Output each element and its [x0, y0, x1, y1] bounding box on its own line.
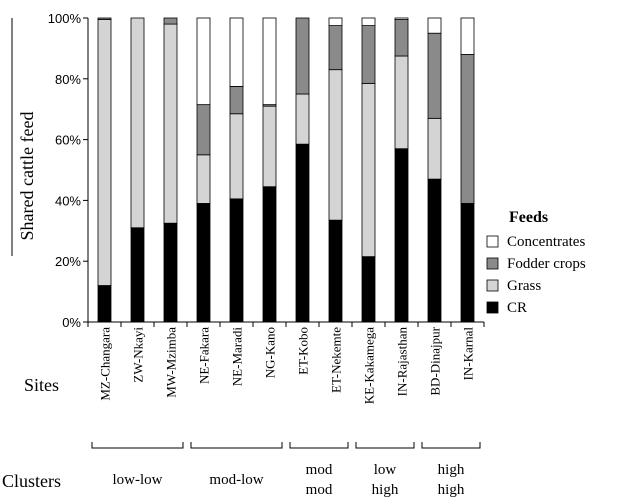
bar-segment-cr	[130, 227, 145, 323]
bar-segment-cr	[97, 285, 112, 323]
bar-segment-concentrates	[328, 17, 343, 26]
x-tick-label: KE-Kakamega	[362, 327, 377, 404]
bar-segment-cr	[262, 186, 277, 323]
legend-label: Fodder crops	[507, 256, 586, 272]
bar-segment-fodder-crops	[361, 25, 376, 84]
legend-label: Grass	[507, 278, 541, 294]
cluster-label: mod	[306, 462, 333, 478]
bar-segment-cr	[196, 203, 211, 323]
y-tick-label: 0%	[62, 315, 81, 330]
clusters-row-label: Clusters	[2, 471, 61, 491]
bar-segment-fodder-crops	[295, 17, 310, 95]
bar-segment-fodder-crops	[163, 17, 178, 25]
cluster-bracket	[421, 442, 481, 449]
bar-segment-grass	[97, 19, 112, 286]
cluster-bracket	[289, 442, 349, 449]
cluster-label: mod-low	[209, 472, 263, 488]
x-tick-label: BD-Dinajpur	[428, 326, 443, 395]
bar-segment-fodder-crops	[229, 86, 244, 115]
cluster-label: mod	[306, 482, 333, 498]
x-tick-label: NG-Kano	[263, 327, 278, 378]
x-tick-labels: MZ-Changara ZW-Nkayi MW-Mzimba NE-Fakara NE-…	[98, 326, 476, 404]
cluster-label: high	[372, 482, 399, 498]
bar-segment-grass	[262, 105, 277, 188]
bar-segment-grass	[328, 69, 343, 221]
cluster-bracket	[91, 442, 184, 449]
bar-segment-concentrates	[262, 17, 277, 106]
legend-swatch	[486, 279, 499, 292]
cluster-label: high	[438, 482, 465, 498]
bar-segment-grass	[196, 154, 211, 204]
y-tick-label: 20%	[55, 254, 81, 269]
x-tick-label: ET-Kobo	[296, 327, 311, 375]
x-tick-label: NE-Fakara	[197, 327, 212, 384]
bar-segment-concentrates	[361, 17, 376, 26]
bar-segment-fodder-crops	[97, 17, 112, 20]
bar-segment-cr	[229, 198, 244, 323]
bar-segment-grass	[295, 93, 310, 145]
bar-segment-fodder-crops	[328, 25, 343, 71]
legend-title: Feeds	[509, 209, 548, 226]
bar-segment-cr	[460, 203, 475, 323]
y-axis-label: Shared cattle feed	[17, 112, 37, 241]
y-ticks: 0% 20% 40% 60% 80% 100%	[48, 11, 485, 330]
bar-segment-cr	[328, 219, 343, 323]
bar-segment-cr	[163, 222, 178, 323]
legend-swatch	[486, 235, 499, 248]
y-tick-label: 60%	[55, 133, 81, 148]
legend-label: Concentrates	[507, 234, 585, 250]
y-tick-label: 40%	[55, 193, 81, 208]
legend-swatch	[486, 301, 499, 314]
bar-segment-grass	[394, 55, 409, 150]
y-tick-label: 100%	[48, 11, 82, 26]
bar-segment-cr	[295, 143, 310, 323]
cluster-label: high	[438, 462, 465, 478]
bar-segment-concentrates	[460, 17, 475, 55]
bar-segment-fodder-crops	[427, 32, 442, 119]
x-tick-label: MZ-Changara	[98, 327, 113, 401]
cluster-groups: low-low mod-low mod mod low high high high	[91, 442, 481, 498]
cluster-label: low-low	[113, 472, 163, 488]
bar-segment-concentrates	[427, 17, 442, 34]
cluster-bracket	[355, 442, 415, 449]
bar-segment-grass	[163, 23, 178, 224]
cluster-bracket	[190, 442, 283, 449]
bar-segment-concentrates	[394, 17, 409, 20]
bar-segment-grass	[427, 117, 442, 180]
bar-segment-cr	[361, 256, 376, 323]
bar-segment-concentrates	[196, 17, 211, 106]
x-tick-label: IN-Karnal	[461, 327, 476, 381]
bar-segment-fodder-crops	[394, 19, 409, 57]
bar-segment-grass	[361, 82, 376, 258]
legend-swatch	[486, 257, 499, 270]
bar-segment-fodder-crops	[460, 54, 475, 204]
legend-label: CR	[507, 300, 527, 316]
bar-segment-grass	[130, 17, 145, 229]
legend: Feeds Concentrates Fodder crops Grass CR	[486, 209, 586, 316]
bar-segment-concentrates	[229, 17, 244, 87]
bar-segment-grass	[229, 113, 244, 200]
bar-segment-cr	[394, 148, 409, 323]
y-tick-label: 80%	[55, 72, 81, 87]
x-tick-label: ET-Nekemte	[329, 327, 344, 393]
bar-segment-cr	[427, 178, 442, 323]
x-tick-label: MW-Mzimba	[164, 327, 179, 398]
x-tick-label: NE-Maradi	[230, 327, 245, 387]
x-tick-label: ZW-Nkayi	[131, 327, 146, 383]
cluster-label: low	[374, 462, 397, 478]
bar-segment-fodder-crops	[196, 104, 211, 156]
x-tick-label: IN-Rajasthan	[395, 327, 410, 397]
bars	[97, 17, 475, 323]
sites-row-label: Sites	[24, 375, 59, 395]
